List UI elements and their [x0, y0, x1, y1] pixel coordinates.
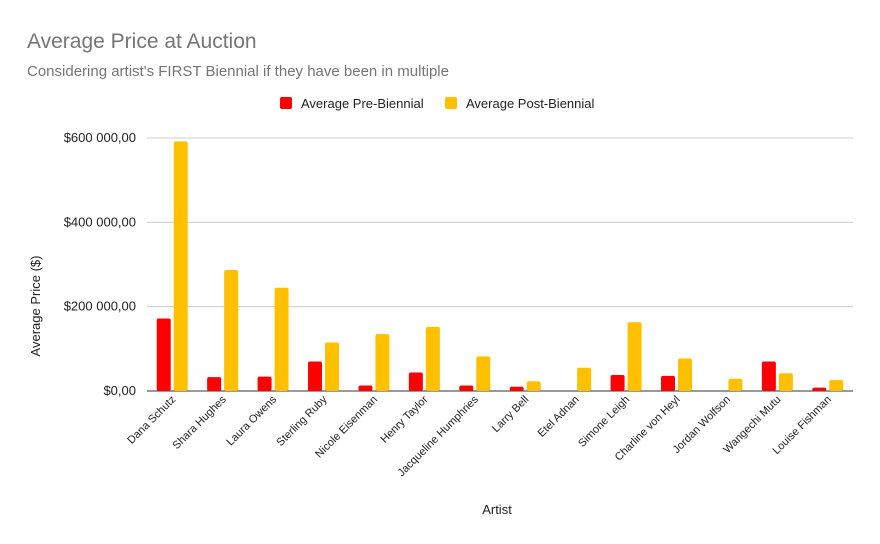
legend-label-pre: Average Pre-Biennial — [301, 96, 424, 111]
x-tick-label: Sterling Ruby — [274, 393, 330, 449]
bar-post-biennial — [375, 334, 390, 391]
y-tick-label: $400 000,00 — [64, 214, 136, 229]
y-axis-title: Average Price ($) — [28, 256, 43, 357]
bar-pre-biennial — [358, 385, 373, 391]
x-tick-label: Dana Schutz — [125, 394, 178, 447]
bar-pre-biennial — [156, 318, 171, 391]
x-axis-title: Artist — [482, 502, 512, 517]
gridlines — [147, 137, 853, 392]
bar-post-biennial — [425, 326, 440, 391]
bar-post-biennial — [224, 269, 239, 391]
bar-pre-biennial — [509, 386, 524, 391]
bar-post-biennial — [627, 322, 642, 391]
legend-swatch-pre — [280, 97, 292, 109]
x-tick-label: Shara Hughes — [171, 393, 230, 452]
x-tick-label: Larry Bell — [490, 394, 531, 435]
bar-pre-biennial — [308, 361, 322, 391]
bar-pre-biennial — [207, 377, 222, 391]
bar-pre-biennial — [408, 372, 423, 391]
x-tick-label: Laura Owens — [224, 393, 279, 448]
bar-post-biennial — [829, 380, 844, 391]
bar-pre-biennial — [459, 385, 474, 391]
bar-post-biennial — [728, 378, 743, 391]
bar-post-biennial — [678, 358, 692, 391]
bar-post-biennial — [173, 141, 188, 391]
bars — [156, 141, 844, 391]
bar-post-biennial — [325, 342, 339, 391]
x-tick-label: Etel Adnan — [536, 394, 582, 440]
bar-pre-biennial — [610, 374, 625, 391]
bar-pre-biennial — [661, 375, 675, 391]
y-tick-label: $600 000,00 — [64, 130, 136, 145]
y-tick-label: $200 000,00 — [64, 299, 136, 314]
chart-subtitle: Considering artist's FIRST Biennial if t… — [27, 63, 449, 80]
bar-post-biennial — [274, 287, 289, 391]
y-axis-ticks: $0,00 $200 000,00 $400 000,00 $600 000,00 — [64, 130, 136, 398]
legend-swatch-post — [445, 97, 457, 109]
x-tick-label: Simone Leigh — [576, 394, 632, 450]
bar-post-biennial — [778, 373, 793, 391]
bar-post-biennial — [577, 367, 592, 391]
x-tick-label: Henry Taylor — [378, 393, 430, 445]
bar-post-biennial — [476, 356, 491, 391]
y-tick-label: $0,00 — [103, 383, 136, 398]
bar-post-biennial — [526, 381, 541, 391]
bar-pre-biennial — [812, 387, 827, 391]
bar-pre-biennial — [257, 376, 272, 391]
chart-title: Average Price at Auction — [27, 30, 257, 53]
bar-pre-biennial — [761, 361, 776, 391]
legend-label-post: Average Post-Biennial — [466, 96, 595, 111]
legend: Average Pre-Biennial Average Post-Bienni… — [280, 96, 595, 111]
